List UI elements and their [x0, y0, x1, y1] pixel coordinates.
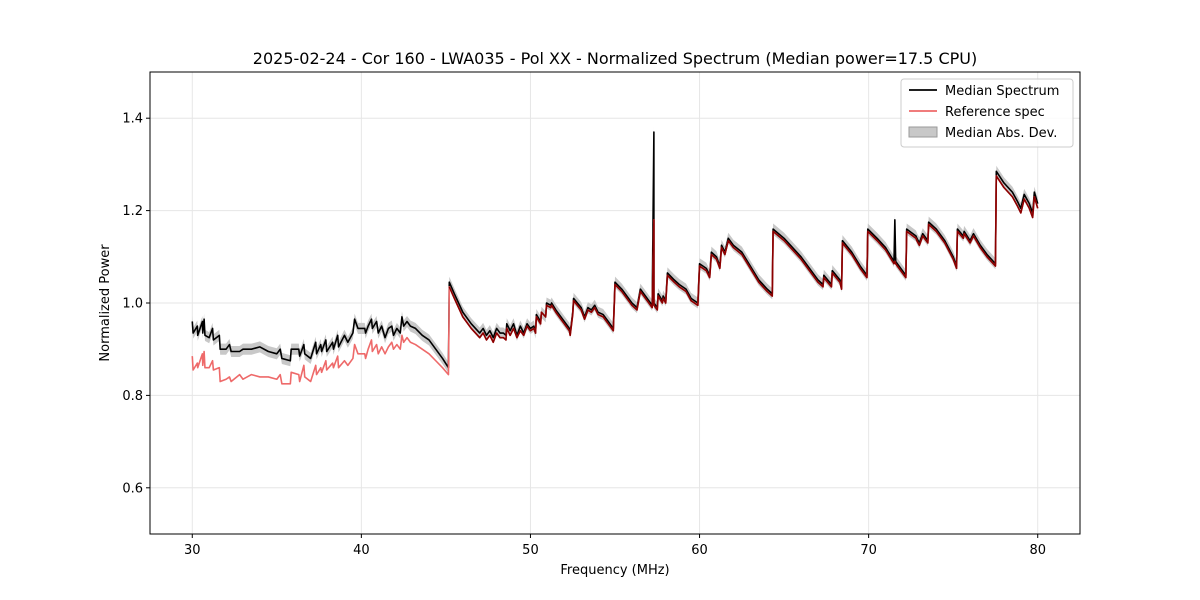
y-tick-label: 1.2: [122, 204, 143, 219]
legend: Median Spectrum Reference spec Median Ab…: [900, 78, 1074, 148]
mad-band: [192, 126, 1038, 374]
x-tick-label: 40: [353, 543, 370, 558]
y-axis-label: Normalized Power: [98, 244, 113, 362]
y-tick-label: 1.4: [122, 112, 143, 127]
x-tick-label: 60: [691, 543, 708, 558]
y-tick-label: 0.6: [122, 481, 143, 496]
x-tick-label: 50: [522, 543, 539, 558]
ticks: 30 40 50 60 70 80 0.6 0.8 1.0 1.2 1.4: [122, 112, 1046, 558]
chart-title: 2025-02-24 - Cor 160 - LWA035 - Pol XX -…: [253, 49, 977, 68]
series-layer: [191, 126, 1039, 385]
x-axis-label: Frequency (MHz): [560, 563, 669, 578]
legend-box: [900, 78, 1074, 148]
grid: [150, 72, 1080, 534]
x-tick-label: 70: [860, 543, 877, 558]
y-tick-label: 1.0: [122, 297, 143, 312]
plot-area: 30 40 50 60 70 80 0.6 0.8 1.0 1.2 1.4: [122, 71, 1081, 558]
x-tick-label: 30: [184, 543, 201, 558]
legend-mad-swatch: [908, 126, 938, 138]
legend-mad-label: Median Abs. Dev.: [945, 126, 1057, 141]
legend-median-label: Median Spectrum: [945, 84, 1059, 99]
x-tick-label: 80: [1029, 543, 1046, 558]
overlap-spectrum-line: [448, 175, 1039, 344]
legend-reference-label: Reference spec: [945, 105, 1045, 120]
y-tick-label: 0.8: [122, 389, 143, 404]
median-spectrum-line: [191, 131, 1039, 369]
